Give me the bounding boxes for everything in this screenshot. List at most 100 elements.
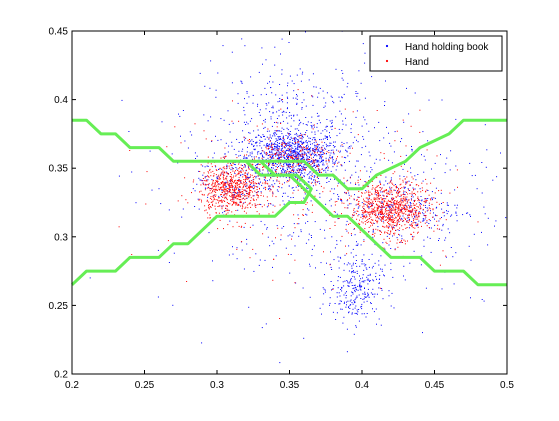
data-point <box>430 210 431 212</box>
data-point <box>231 197 233 198</box>
data-point <box>259 109 261 111</box>
data-point <box>383 214 385 216</box>
data-point <box>231 179 233 181</box>
data-point <box>372 200 374 202</box>
data-point <box>301 153 303 155</box>
data-point <box>233 190 235 191</box>
data-point <box>269 190 271 192</box>
data-point <box>364 228 366 230</box>
data-point <box>429 220 431 222</box>
data-point <box>439 264 441 266</box>
data-point <box>393 209 395 211</box>
data-point <box>333 146 335 148</box>
data-point <box>262 150 264 152</box>
data-point <box>361 260 363 262</box>
data-point <box>372 233 374 235</box>
data-point <box>365 197 367 199</box>
data-point <box>242 170 244 172</box>
data-point <box>401 138 403 140</box>
data-point <box>400 242 402 243</box>
data-point <box>254 190 256 192</box>
data-point <box>216 170 218 171</box>
data-point <box>367 295 369 297</box>
data-point <box>305 105 307 107</box>
data-point <box>288 180 290 182</box>
data-point <box>293 115 295 117</box>
data-point <box>245 186 247 188</box>
data-point <box>368 226 370 228</box>
data-point <box>297 144 299 145</box>
data-point <box>391 194 393 196</box>
data-point <box>366 300 368 302</box>
data-point <box>279 176 281 178</box>
data-point <box>343 294 345 296</box>
data-point <box>291 187 293 189</box>
data-point <box>303 134 305 135</box>
data-point <box>198 199 200 201</box>
data-point <box>295 155 297 157</box>
data-point <box>268 147 270 149</box>
data-point <box>257 191 259 193</box>
data-point <box>237 209 239 211</box>
data-point <box>365 212 367 213</box>
data-point <box>272 164 274 166</box>
data-point <box>366 204 368 206</box>
data-point <box>243 226 245 228</box>
data-point <box>254 205 256 207</box>
data-point <box>332 157 333 159</box>
data-point <box>180 142 182 144</box>
data-point <box>435 187 437 189</box>
data-point <box>376 192 378 193</box>
data-point <box>455 118 457 120</box>
data-point <box>343 93 345 95</box>
data-point <box>441 203 442 204</box>
data-point <box>410 172 412 174</box>
data-point <box>251 139 253 141</box>
data-point <box>319 122 321 124</box>
data-point <box>423 245 425 247</box>
data-point <box>240 164 242 166</box>
data-point <box>361 259 363 260</box>
data-point <box>395 217 397 219</box>
data-point <box>378 264 380 266</box>
data-point <box>387 221 388 223</box>
data-point <box>268 145 270 147</box>
data-point <box>400 210 402 212</box>
data-point <box>233 194 235 196</box>
data-point <box>312 124 314 126</box>
data-point <box>365 190 367 191</box>
data-point <box>205 138 207 140</box>
data-point <box>378 218 380 220</box>
data-point <box>277 154 279 156</box>
data-point <box>301 158 303 159</box>
data-point <box>234 171 235 173</box>
data-point <box>307 121 309 123</box>
data-point <box>238 204 239 206</box>
data-point <box>380 184 382 185</box>
data-point <box>505 217 507 219</box>
data-point <box>215 169 217 171</box>
data-point <box>407 199 409 201</box>
data-point <box>302 136 304 138</box>
data-point <box>377 220 379 222</box>
data-point <box>267 200 269 202</box>
data-point <box>246 183 248 185</box>
data-point <box>353 270 354 272</box>
data-point <box>278 146 280 147</box>
data-point <box>370 202 371 204</box>
data-point <box>257 153 259 155</box>
data-point <box>222 212 224 214</box>
data-point <box>298 218 300 220</box>
data-point <box>288 42 290 43</box>
data-point <box>344 301 345 303</box>
data-point <box>285 111 287 113</box>
data-point <box>334 162 336 164</box>
data-point <box>223 195 225 197</box>
data-point <box>224 188 225 190</box>
data-point <box>349 308 351 309</box>
data-point <box>281 187 283 189</box>
data-point <box>218 212 220 214</box>
data-point <box>456 169 458 171</box>
data-point <box>219 168 221 170</box>
data-point <box>269 154 271 156</box>
